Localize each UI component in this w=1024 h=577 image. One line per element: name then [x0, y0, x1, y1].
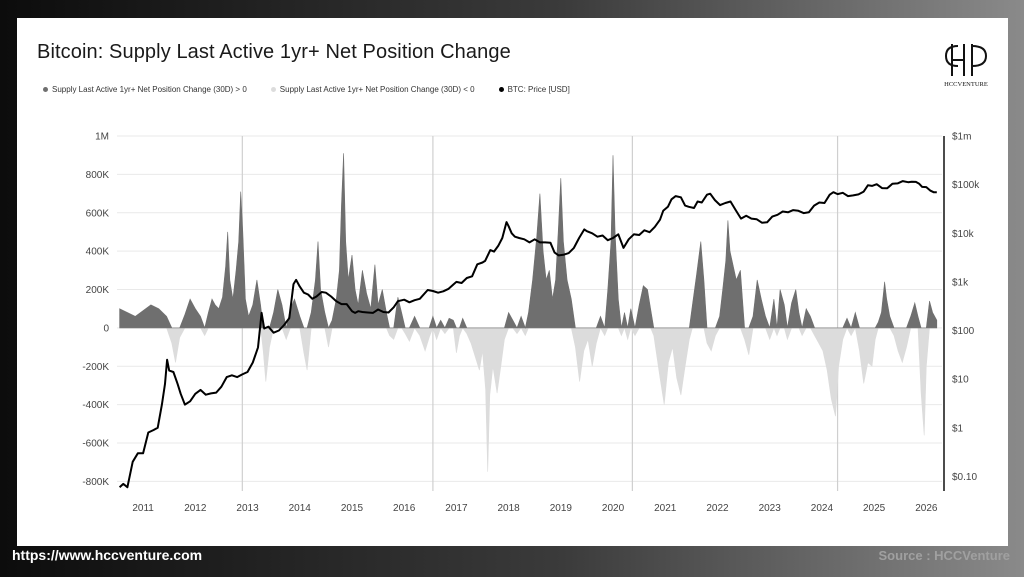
y-left-tick-label: 0 — [103, 323, 109, 334]
y-left-tick-label: -600K — [82, 439, 109, 450]
legend-dot-price — [498, 86, 504, 92]
chart-card: Bitcoin: Supply Last Active 1yr+ Net Pos… — [17, 18, 1008, 546]
y-left-tick-label: 1M — [95, 132, 109, 143]
x-tick-label: 2024 — [811, 503, 834, 514]
x-tick-label: 2026 — [915, 503, 938, 514]
y-left-tick-label: -800K — [82, 477, 109, 488]
chart-legend: Supply Last Active 1yr+ Net Position Cha… — [43, 82, 594, 96]
x-tick-label: 2013 — [236, 503, 259, 514]
y-left-tick-label: 400K — [86, 247, 110, 258]
x-tick-label: 2020 — [602, 503, 625, 514]
y-right-tick-label: $0.10 — [952, 472, 977, 483]
x-tick-label: 2019 — [550, 503, 573, 514]
y-left-tick-label: 600K — [86, 208, 110, 219]
legend-label-negative: Supply Last Active 1yr+ Net Position Cha… — [279, 84, 475, 94]
y-right-tick-label: $10k — [952, 229, 975, 240]
series-net-change-positive — [119, 153, 938, 329]
legend-item-positive: Supply Last Active 1yr+ Net Position Cha… — [43, 85, 247, 94]
footer-source: Source : HCCVenture — [878, 548, 1010, 563]
x-tick-label: 2018 — [497, 503, 520, 514]
x-tick-label: 2023 — [759, 503, 782, 514]
y-left-tick-label: 800K — [86, 170, 110, 181]
chart-title: Bitcoin: Supply Last Active 1yr+ Net Pos… — [37, 41, 511, 63]
x-tick-label: 2014 — [289, 503, 312, 514]
y-right-tick-label: $1k — [952, 277, 969, 288]
y-right-tick-label: $100 — [952, 326, 975, 337]
x-tick-label: 2016 — [393, 503, 416, 514]
x-tick-label: 2012 — [184, 503, 207, 514]
chart-plot: 1M 800K 600K 400K 200K 0 -200K -400K -600K -800K 2… — [82, 132, 980, 515]
x-tick-label: 2021 — [654, 503, 677, 514]
y-left-tick-label: -200K — [82, 362, 109, 373]
logo-text: HCCVENTURE — [944, 81, 988, 88]
x-tick-label: 2015 — [341, 503, 364, 514]
hccventure-logo: HCCVENTURE — [944, 44, 988, 88]
legend-label-price: BTC: Price [USD] — [507, 84, 570, 94]
legend-item-negative: Supply Last Active 1yr+ Net Position Cha… — [270, 84, 475, 94]
y-right-tick-label: $1 — [952, 423, 964, 434]
y-right-tick-label: $10 — [952, 375, 969, 386]
x-tick-label: 2011 — [132, 503, 154, 514]
x-tick-label: 2017 — [445, 503, 468, 514]
legend-dot-positive — [43, 86, 48, 92]
legend-label-positive: Supply Last Active 1yr+ Net Position Cha… — [52, 84, 247, 94]
legend-dot-negative — [270, 86, 276, 92]
series-btc-price — [118, 180, 937, 489]
y-left-tick-label: -400K — [82, 400, 109, 411]
footer-url[interactable]: https://www.hccventure.com — [12, 547, 203, 563]
y-left-tick-label: 200K — [86, 285, 110, 296]
y-right-tick-label: $1m — [952, 132, 971, 143]
y-right-tick-label: $100k — [952, 180, 980, 191]
legend-item-price: BTC: Price [USD] — [498, 84, 570, 94]
x-tick-label: 2022 — [706, 503, 729, 514]
x-tick-label: 2025 — [863, 503, 886, 514]
